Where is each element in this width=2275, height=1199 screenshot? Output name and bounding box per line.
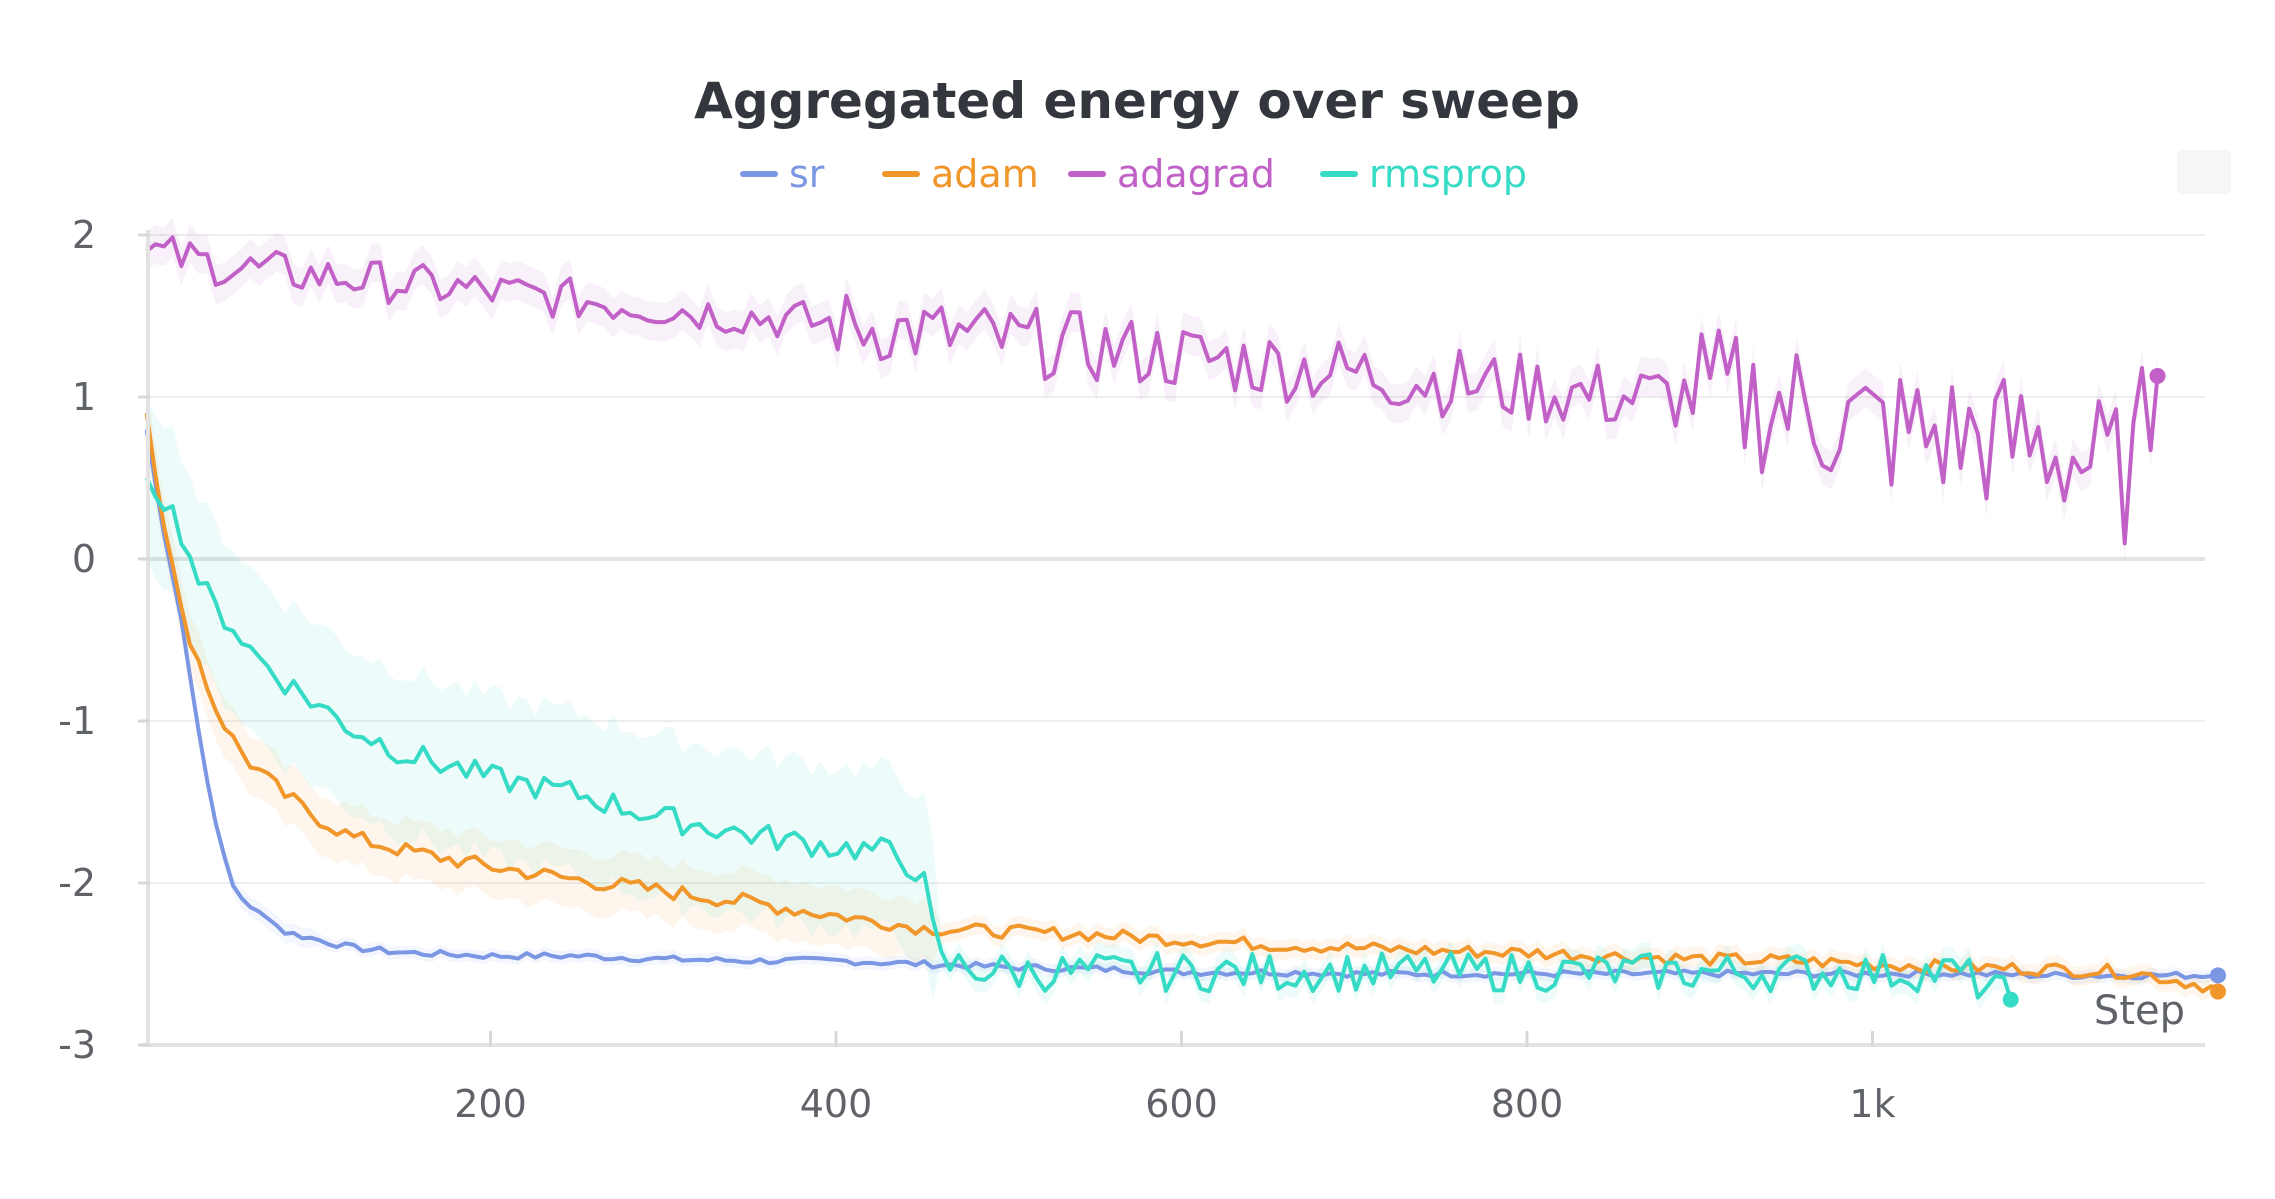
series-line-adagrad xyxy=(145,235,2160,546)
chart-title: Aggregated energy over sweep xyxy=(694,72,1580,130)
x-axis-label: Step xyxy=(2094,988,2185,1034)
series-line-adam xyxy=(144,412,2219,994)
legend-label: rmsprop xyxy=(1369,152,1527,196)
end-marker-adagrad xyxy=(2149,367,2166,384)
end-marker-sr xyxy=(2210,967,2226,984)
y-tick-label: -3 xyxy=(58,1023,96,1067)
legend-item-rmsprop[interactable]: rmsprop xyxy=(1320,152,1527,196)
axes xyxy=(140,230,2205,1047)
y-axis-ticks: 2 1 0 -1 -2 -3 xyxy=(58,213,150,1067)
legend[interactable]: sr adam adagrad rmsprop xyxy=(740,152,1527,196)
legend-label: sr xyxy=(789,152,825,196)
legend-label: adam xyxy=(931,152,1039,196)
y-tick-label: 1 xyxy=(72,375,96,419)
end-marker-adam xyxy=(2210,983,2226,1000)
y-tick-label: -2 xyxy=(58,861,96,905)
x-axis-ticks: 200 400 600 800 1k xyxy=(454,1031,1896,1126)
legend-label: adagrad xyxy=(1117,152,1275,196)
series-line-rmsprop xyxy=(144,477,2013,1001)
x-tick-label: 200 xyxy=(454,1082,527,1126)
variance-band-rmsprop xyxy=(146,397,2011,1013)
series-lines xyxy=(144,235,2226,1008)
y-tick-label: 0 xyxy=(72,537,96,581)
legend-item-sr[interactable]: sr xyxy=(740,152,825,196)
end-marker-rmsprop xyxy=(2002,991,2019,1008)
x-tick-label: 1k xyxy=(1849,1082,1895,1126)
legend-item-adam[interactable]: adam xyxy=(882,152,1039,196)
x-tick-label: 800 xyxy=(1491,1082,1564,1126)
variance-bands xyxy=(146,217,2218,1013)
y-tick-label: 2 xyxy=(72,213,96,257)
y-tick-label: -1 xyxy=(58,699,96,743)
x-tick-label: 400 xyxy=(800,1082,873,1126)
legend-item-adagrad[interactable]: adagrad xyxy=(1068,152,1275,196)
chart-menu-button[interactable] xyxy=(2177,150,2231,194)
x-tick-label: 600 xyxy=(1145,1082,1218,1126)
variance-band-adagrad xyxy=(146,217,2158,563)
